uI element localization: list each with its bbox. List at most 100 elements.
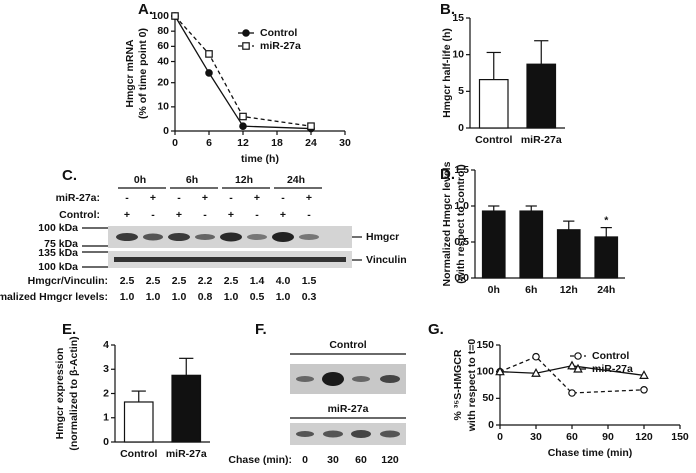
panel-letter: C. [62,167,77,184]
y-tick-label: 5 [458,85,464,97]
y-axis-label: (normalized to β-Actin) [68,336,80,450]
marker [307,122,315,130]
group-label: miR-27a [328,403,369,415]
sign: + [280,209,286,221]
x-tick-label: 6h [525,284,537,296]
panel-letter: E. [62,321,76,338]
quant-value: 1.0 [146,291,161,303]
y-tick-label: 150 [476,339,494,351]
bar [556,229,581,279]
x-tick-label: 12 [237,137,249,149]
x-tick-label: 0 [497,431,503,443]
y-tick-label: 0 [488,419,494,431]
panel-letter: A. [138,1,153,18]
y-axis-label: Hmgcr expression [54,348,66,440]
quant-value: 1.0 [276,291,291,303]
blot-f-art [290,353,406,445]
sign: + [254,192,260,204]
annotation: * [604,214,609,226]
row-label: miR-27a: [56,192,100,204]
marker [640,385,648,394]
time-label: 0h [134,174,146,186]
x-axis-label: time (h) [241,153,279,165]
x-tick-label: 0 [172,137,178,149]
kda-label: 100 kDa [38,261,78,273]
bar [478,78,509,129]
bar [519,210,544,279]
y-tick-label: 15 [452,12,464,24]
sign: + [150,192,156,204]
quant-value: 0.3 [302,291,317,303]
legend-label: miR-27a [592,363,633,375]
y-tick-label: 40 [157,55,169,67]
blot-mir [290,423,406,445]
sign: - [307,209,311,221]
marker [239,112,247,121]
marker [171,12,179,20]
marker [568,389,576,397]
time-label: 24h [287,174,305,186]
marker [567,360,577,370]
y-tick-label: 10 [452,48,464,60]
marker [532,352,540,361]
sign: + [306,192,312,204]
quant-value: 1.4 [250,275,265,287]
kda-label: 135 kDa [38,247,78,259]
chase-value: 120 [381,454,399,466]
y-tick-label: 50 [482,392,494,404]
x-tick-label: 24 [305,137,317,149]
x-tick-label: 60 [566,431,578,443]
sign: + [176,209,182,221]
x-tick-label: 6 [206,137,212,149]
x-tick-label: 18 [271,137,283,149]
time-label: 12h [235,174,253,186]
y-axis-label: (with respect to control) [455,164,467,284]
sign: + [202,192,208,204]
bar [594,236,619,279]
quant-value: 2.2 [198,275,213,287]
legend-label: Control [260,27,297,39]
quant-value: 1.5 [302,275,317,287]
y-tick-label: 0.0 [454,272,469,284]
legend-marker [242,42,250,50]
quant-value: 1.0 [224,291,239,303]
bands [296,372,400,438]
sign: - [177,192,181,204]
x-tick-label: 90 [602,431,614,443]
y-tick-label: 80 [157,25,169,37]
bar [481,210,506,279]
band-name: Vinculin [366,254,407,266]
legend-marker [242,29,250,37]
quant-value: 0.5 [250,291,265,303]
x-tick-label: Control [475,134,512,146]
x-tick-label: 24h [597,284,615,296]
series-line [174,15,312,130]
sign: - [255,209,259,221]
quant-value: 1.0 [172,291,187,303]
x-tick-label: 150 [671,431,689,443]
marker [639,370,649,379]
marker [495,366,505,376]
bar [526,63,557,129]
marker [531,368,541,377]
sign: - [229,192,233,204]
blot-c-art [82,187,362,268]
y-tick-label: 1.5 [454,164,469,176]
x-tick-label: 12h [560,284,578,296]
quant-value: 2.5 [172,275,187,287]
kda-label: 75 kDa [44,238,78,250]
marker [205,69,213,77]
y-tick-label: 10 [157,101,169,113]
quant-value: 0.8 [198,291,213,303]
legend-label: Control [592,350,629,362]
panel-letter: B. [440,1,455,18]
bar [171,374,202,443]
x-tick-label: 30 [339,137,351,149]
quant-label: Normalized Hmgcr levels: [0,291,108,303]
kda-label: 100 kDa [38,222,78,234]
marker [205,50,213,58]
y-axis-label: (% of time point 0) [137,28,149,119]
series-line [174,15,312,127]
quant-value: 2.5 [146,275,161,287]
